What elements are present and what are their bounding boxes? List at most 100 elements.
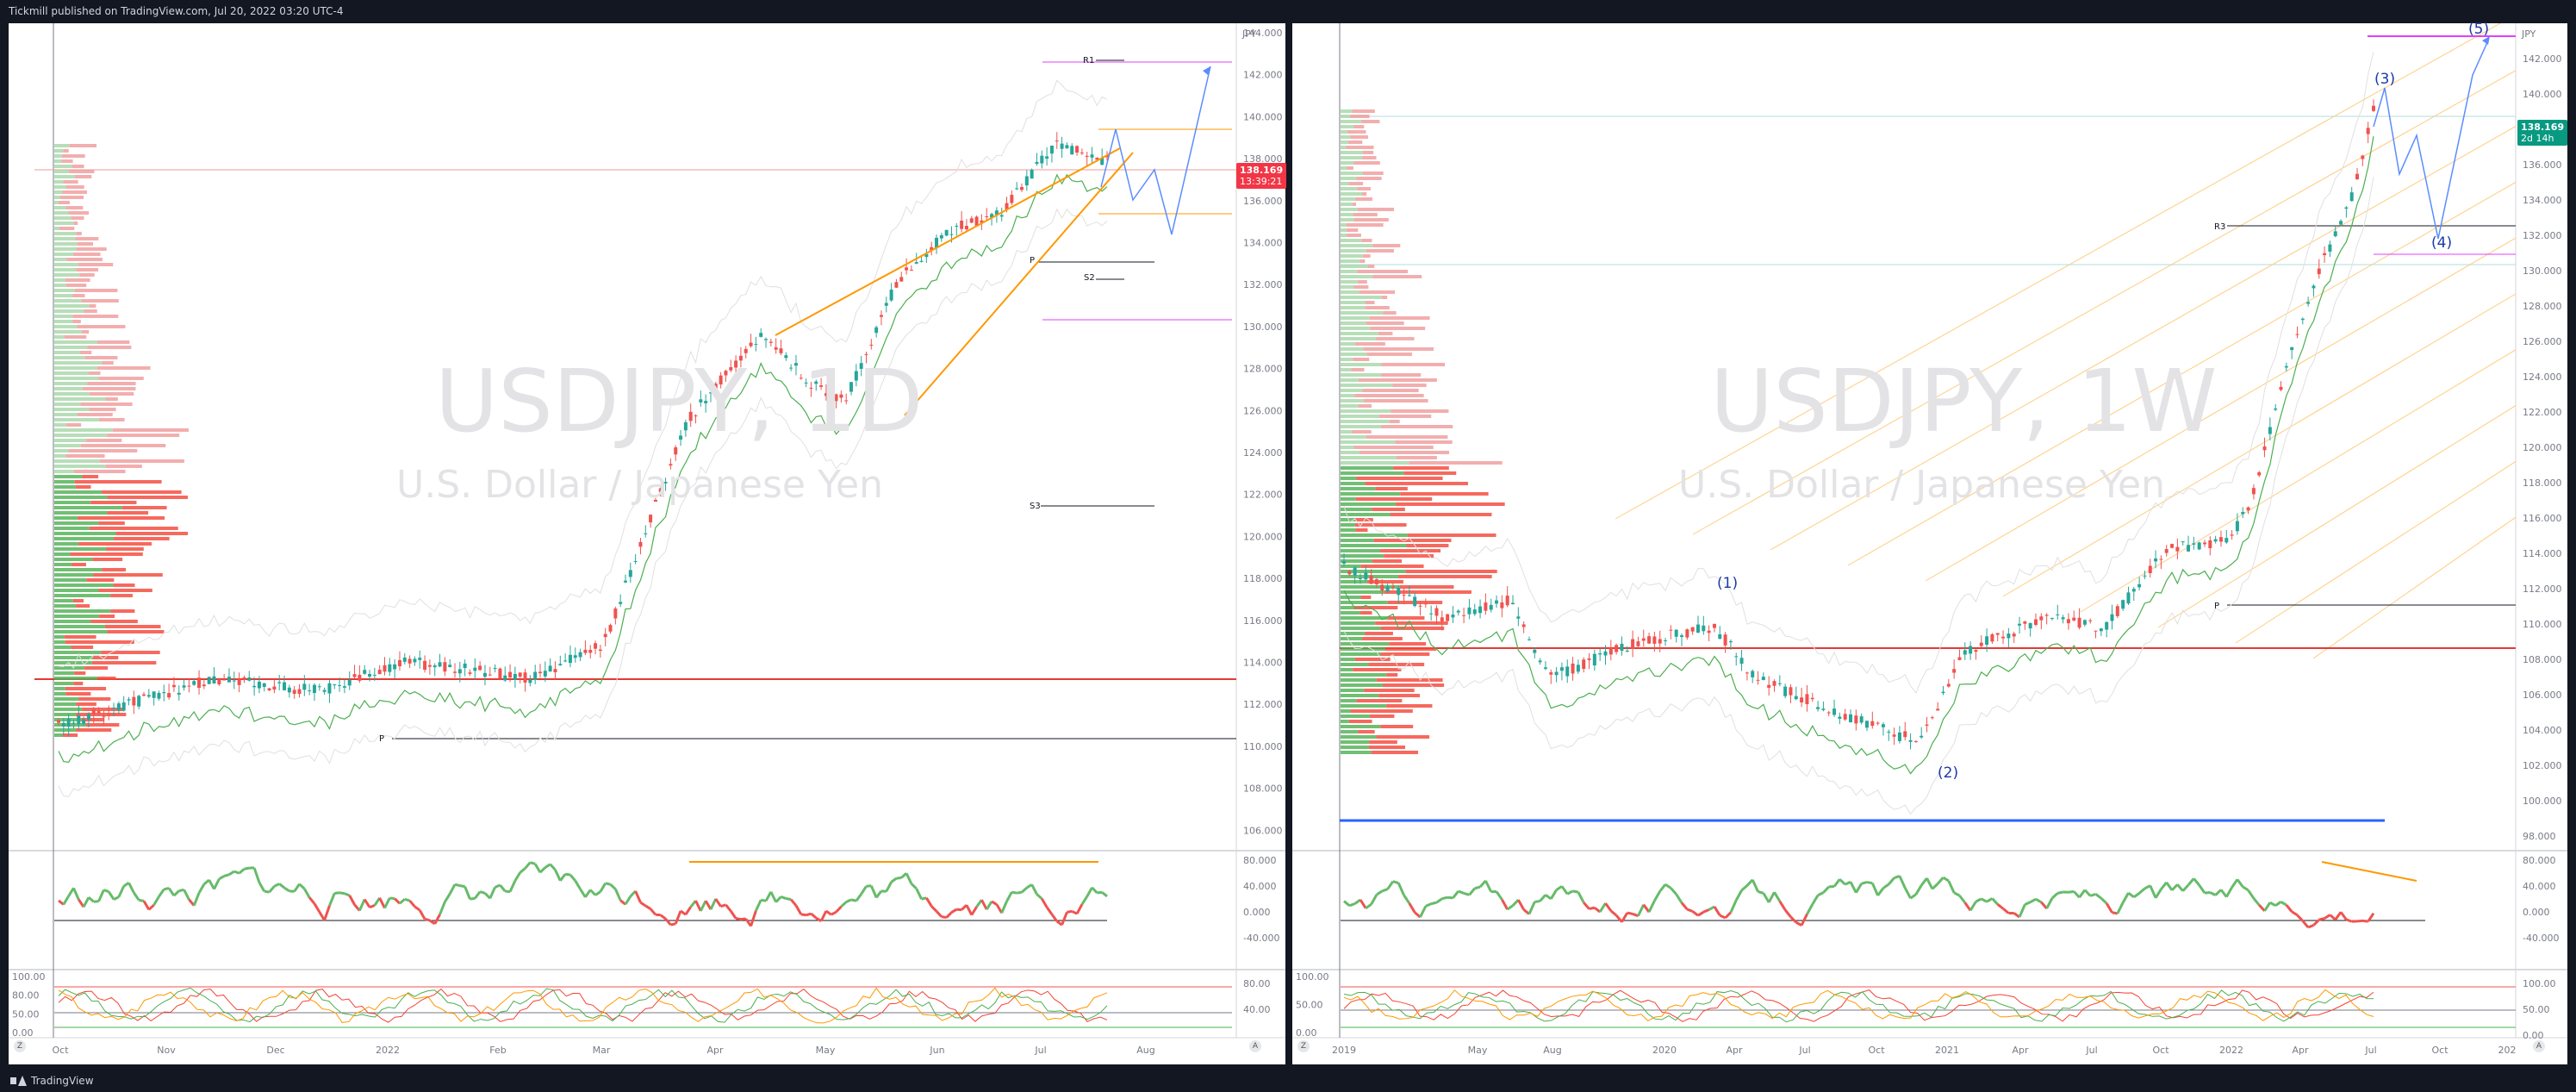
volume-profile-bar [1341,611,1360,615]
volume-profile-bar [54,237,76,240]
volume-profile-bar [54,206,66,209]
volume-profile-bar [1354,197,1372,201]
price-tick-label: 130.000 [1243,321,1283,333]
rsi-line [1539,894,1547,902]
left-chart-panel[interactable]: 144.000 142.000 140.000 138.000 136.000 134.0… [9,23,1287,1064]
volume-profile-bar [1341,151,1363,154]
candle [804,382,808,384]
volume-profile-bar [54,470,74,473]
rsi-line [394,897,401,905]
volume-profile-bar [87,346,132,349]
volume-profile-bar [1341,539,1374,542]
volume-profile-bar [1341,523,1355,527]
price-tick-label: 122.000 [2523,407,2562,418]
left-zoom-button[interactable]: Z [14,1040,26,1052]
candle [905,267,909,271]
volume-profile-bar [54,201,59,204]
pitchfork-line [1615,23,2502,520]
rsi-line [910,883,918,890]
candle [102,716,106,718]
candle [397,659,401,667]
volume-profile-bar [1356,177,1382,180]
candle [1941,691,1945,694]
volume-profile-bar [77,325,126,328]
volume-profile-bar [65,454,105,458]
left-auto-scale-button[interactable]: A [1249,1040,1261,1052]
candle [1095,157,1099,160]
volume-profile-bar [54,537,115,540]
rsi-line [454,883,461,888]
candle [1908,739,1913,742]
rsi-line [1637,904,1646,917]
rsi-line [1849,881,1857,894]
volume-profile-bar [1341,228,1347,232]
rsi-line [704,900,712,910]
volume-profile-bar [1366,321,1404,325]
candle [352,674,357,677]
volume-profile-bar [54,692,66,696]
candle [1930,717,1934,719]
candle [453,671,457,673]
volume-profile-bar [1341,342,1355,346]
rsi-line [649,908,657,916]
volume-profile-bar [101,651,160,654]
rsi-line [2356,919,2363,923]
time-tick-label: Nov [157,1045,176,1056]
right-chart-canvas[interactable]: 142.000140.000138.000136.000134.000132.0… [1292,23,2567,1064]
volume-profile-bar [1341,156,1363,159]
volume-profile-bar [1341,647,1386,651]
volume-profile-bar [1341,435,1366,439]
candle [1680,635,1684,638]
price-tick-label: 106.000 [1243,825,1283,836]
volume-profile-bar [54,268,77,271]
candle [338,684,342,686]
volume-profile-bar [54,625,105,628]
candle [1712,623,1716,628]
candle [1946,683,1951,687]
rsi-line [2204,891,2211,895]
right-chart-panel[interactable]: 142.000140.000138.000136.000134.000132.0… [1292,21,2568,1064]
left-chart-canvas[interactable]: 144.000 142.000 140.000 138.000 136.000 134.0… [9,23,1285,1064]
rsi-line [2045,897,2054,909]
candle [949,234,954,235]
rsi-line [1839,878,1846,886]
volume-profile-bar [1341,652,1381,656]
volume-profile-bar [1372,244,1401,247]
rsi-line [424,917,431,922]
candle [793,363,798,366]
volume-profile-bar [1341,172,1363,175]
envelope-upper [1343,52,2374,694]
rsi-line [378,897,386,909]
rsi-line [1474,885,1481,890]
volume-profile-bar [1403,471,1457,475]
volume-profile-bar [54,656,94,659]
rsi-line [233,870,240,875]
volume-profile-bar [1341,632,1366,635]
volume-profile-bar [1341,218,1354,222]
pitchfork-line [1925,237,2517,582]
candle [1049,146,1054,154]
rsi-line [97,889,105,902]
rsi-line [2231,878,2239,889]
volume-profile-bar [72,320,81,323]
rsi-line [1942,876,1950,883]
time-tick-label: Oct [2152,1045,2169,1056]
rsi-line [1441,895,1448,901]
volume-profile-bar [1341,544,1407,547]
candle [1892,734,1896,737]
volume-profile-bar [1367,580,1403,583]
stoch-tick-label-left: 50.00 [12,1008,40,1020]
volume-profile-bar [54,361,103,365]
right-zoom-button[interactable]: Z [1297,1040,1310,1052]
volume-profile-bar [1373,539,1452,542]
volume-profile-bar [74,671,86,675]
rsi-line [1091,886,1098,894]
volume-profile-bar [76,232,82,235]
rsi-line [1969,901,1977,912]
right-auto-scale-button[interactable]: A [2533,1040,2545,1052]
volume-profile-bar [54,677,98,680]
volume-profile-bar [54,159,62,163]
candle [2018,623,2022,626]
rsi-line [845,898,852,903]
volume-profile-bar [65,185,84,189]
